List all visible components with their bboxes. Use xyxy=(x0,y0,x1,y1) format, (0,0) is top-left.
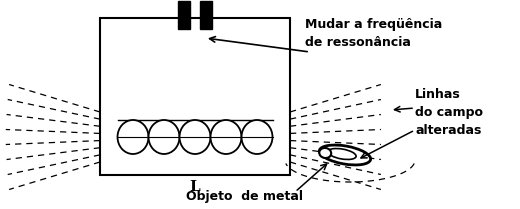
Ellipse shape xyxy=(211,120,241,154)
Bar xyxy=(100,18,290,175)
Bar xyxy=(178,1,190,29)
Ellipse shape xyxy=(241,120,272,154)
Ellipse shape xyxy=(118,120,149,154)
Ellipse shape xyxy=(319,145,371,165)
Ellipse shape xyxy=(179,120,211,154)
Bar xyxy=(200,1,212,29)
Ellipse shape xyxy=(319,148,331,158)
Ellipse shape xyxy=(149,120,179,154)
Text: Mudar a freqüência
de ressonância: Mudar a freqüência de ressonância xyxy=(305,18,442,49)
Text: L: L xyxy=(190,180,200,194)
Text: Linhas
do campo
alteradas: Linhas do campo alteradas xyxy=(415,88,483,137)
Text: Objeto  de metal: Objeto de metal xyxy=(187,190,304,203)
